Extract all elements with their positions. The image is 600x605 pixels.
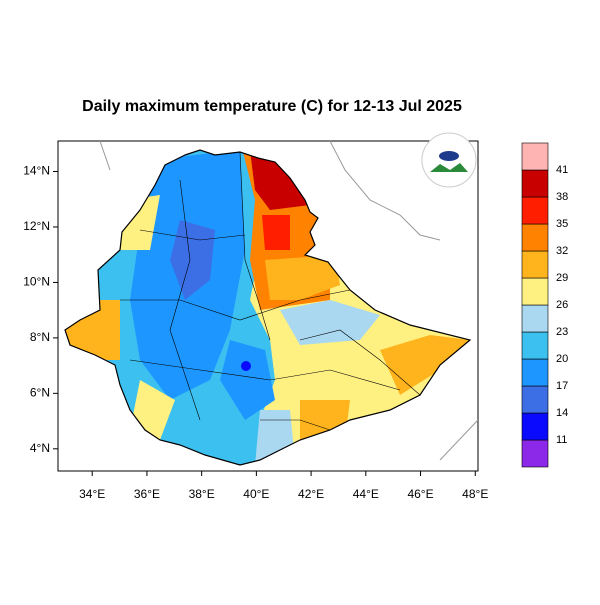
y-tick-label: 10°N bbox=[23, 275, 50, 289]
colorbar-box bbox=[521, 331, 549, 360]
x-tick-label: 36°E bbox=[134, 487, 160, 501]
colorbar-box bbox=[521, 142, 549, 171]
x-tick-label: 48°E bbox=[462, 487, 488, 501]
colorbar: 11 14 17 20 23 26 29 32 35 38 41 bbox=[521, 142, 568, 468]
colorbar-label: 23 bbox=[556, 326, 568, 338]
map-title: Daily maximum temperature (C) for 12-13 … bbox=[82, 98, 462, 115]
colorbar-label: 14 bbox=[556, 407, 568, 419]
x-tick-label: 42°E bbox=[298, 487, 324, 501]
x-tick-label: 34°E bbox=[79, 487, 105, 501]
colorbar-box bbox=[521, 169, 549, 198]
y-tick-label: 8°N bbox=[30, 330, 50, 344]
colorbar-label: 38 bbox=[556, 191, 568, 203]
colorbar-box bbox=[521, 412, 549, 441]
axes: 34°E 36°E 38°E 40°E 42°E 44°E 46°E 48°E 4°N 6°N 8°… bbox=[23, 164, 488, 501]
colorbar-label: 35 bbox=[556, 218, 568, 230]
neighbor-borders bbox=[99, 140, 479, 461]
colorbar-label: 32 bbox=[556, 245, 568, 257]
colorbar-label: 29 bbox=[556, 272, 568, 284]
colorbar-label: 26 bbox=[556, 299, 568, 311]
colorbar-box bbox=[521, 439, 549, 468]
logo bbox=[421, 132, 477, 188]
colorbar-box bbox=[521, 196, 549, 225]
colorbar-box bbox=[521, 223, 549, 252]
region-borders bbox=[120, 151, 421, 431]
colorbar-box bbox=[521, 358, 549, 387]
colorbar-box bbox=[521, 277, 549, 306]
y-tick-label: 4°N bbox=[30, 441, 50, 455]
x-tick-label: 44°E bbox=[353, 487, 379, 501]
colorbar-label: 41 bbox=[556, 164, 568, 176]
colorbar-label: 11 bbox=[556, 434, 567, 446]
colorbar-box bbox=[521, 385, 549, 414]
colorbar-label: 20 bbox=[556, 353, 568, 365]
y-tick-label: 14°N bbox=[23, 164, 50, 178]
x-tick-label: 46°E bbox=[407, 487, 433, 501]
y-tick-label: 6°N bbox=[30, 386, 50, 400]
colorbar-box bbox=[521, 250, 549, 279]
x-tick-label: 40°E bbox=[243, 487, 269, 501]
y-tick-label: 12°N bbox=[23, 219, 50, 233]
colorbar-label: 17 bbox=[556, 380, 568, 392]
x-tick-label: 38°E bbox=[189, 487, 215, 501]
colorbar-box bbox=[521, 304, 549, 333]
